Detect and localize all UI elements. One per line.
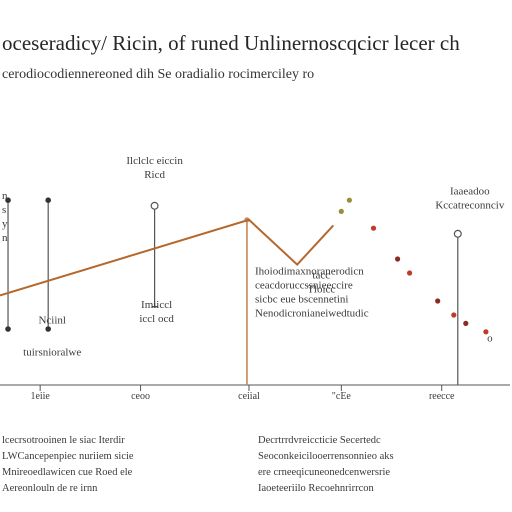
data-point [370,225,377,231]
data-point [483,329,489,335]
annotation-text: y [2,218,8,230]
footer-line: Aereonlouln de re irnn [2,483,98,494]
annotation: Nciinl [38,314,66,326]
series-line [0,218,335,297]
annotation: Imiiccl iccl ocd [139,299,174,325]
annotation-text: Ilclclc eiccin [126,155,183,167]
data-point [463,320,469,326]
annotation: tuirsnioralwe [23,347,81,359]
marker-top-ring [150,201,159,210]
footer-line: Iaoeteeriilo Recoehnrirrcon [258,483,374,494]
chart-title: oceseradicy/ Ricin, of runed Unlinernosc… [2,31,460,55]
footer-line: Seoconkeicilooerrensonnieo aks [258,451,394,462]
x-tick-label: reecce [429,391,455,402]
plot-area: 1eiie ceoo ceiial "cEe reecce Ilclclc eiccin R… [0,155,510,402]
annotation-text: o [487,333,493,345]
annotation: Ilclclc eiccin Ricd [126,155,183,181]
footer-line: LWCancepenpiec nuriiem sicie [2,451,134,462]
annotation: tacc Tloicc [307,270,335,296]
annotation-text: iccl ocd [139,313,174,325]
annotation-text: Imiiccl [141,299,172,311]
marker-top-dot [45,197,51,203]
note-block-line: ceacdoruccssnieeccire [255,279,353,291]
data-point [395,256,401,262]
annotation: Iaaeadoo Kccatreconnciv [435,186,505,212]
data-point [346,197,352,203]
annotation-text: Ricd [144,169,165,181]
x-tick-label: ceoo [131,391,150,402]
footer-line: Decrtrrdvreiccticie Secertedc [258,435,381,446]
footer-right-notes: Decrtrrdvreiccticie Secertedc Seoconkeici… [258,435,394,494]
annotation-text: s [2,204,6,216]
annotation-text: Kccatreconnciv [435,200,505,212]
annotation: o [487,333,493,345]
data-point [338,208,344,214]
annotation-text: Nciinl [38,314,66,326]
marker-top-ring [453,229,462,238]
footer-line: ere crneeqicuneonedcenwersrie [258,467,390,478]
footer-left-notes: lcecrsotrooinen le siac Iterdir LWCancepe… [2,435,134,494]
marker-bottom-dot [45,326,51,332]
x-tick-label: 1eiie [30,391,50,402]
x-tick-label: "cEe [332,391,352,402]
chart-subtitle: cerodiocodiennereoned dih Se oradialio r… [2,67,314,82]
annotation-text: Tloicc [307,284,335,296]
annotation-text: tuirsnioralwe [23,347,81,359]
data-point [407,270,413,276]
annotation-text: Iaaeadoo [450,186,490,198]
marker-bottom-dot [5,326,11,332]
annotation-text: n [2,232,8,244]
data-point [451,312,457,318]
x-tick-label: ceiial [238,391,260,402]
note-block-line: Nenodicronianeiwedtudic [255,307,369,319]
footer-line: lcecrsotrooinen le siac Iterdir [2,435,125,446]
note-block-line: sicbc eue bscennetini [255,293,348,305]
footer-line: Mnireoedlawicen cue Roed ele [2,467,133,478]
data-point [435,298,441,304]
annotation-text: tacc [312,270,330,282]
note-block-line: Ihoiodimaxnoranerodicn [255,265,364,277]
marker-top-dot [5,197,11,203]
annotation-text: n [2,190,8,202]
